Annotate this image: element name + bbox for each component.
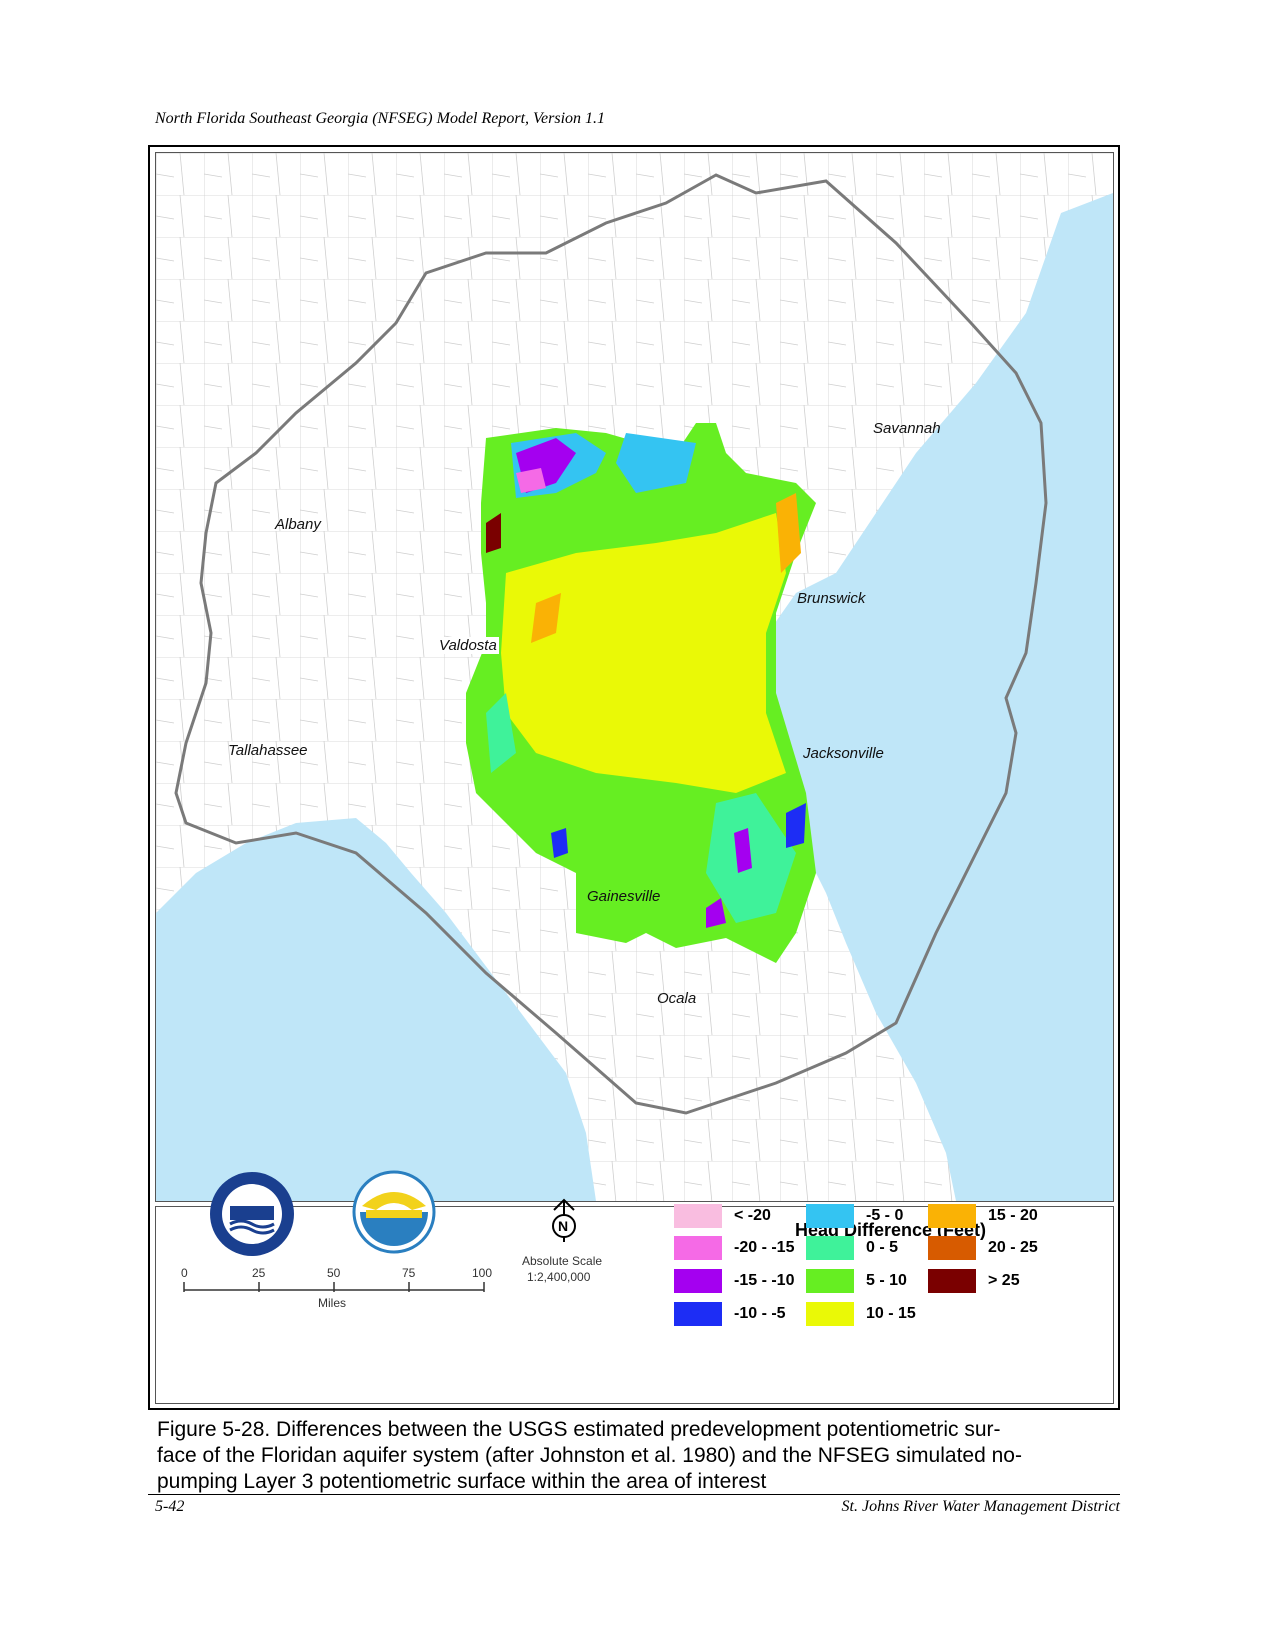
legend-label: -10 - -5 [734, 1305, 786, 1322]
legend-item: > 25 [928, 1269, 1020, 1293]
legend-label: > 25 [988, 1272, 1020, 1289]
caption-line: face of the Floridan aquifer system (aft… [157, 1444, 1022, 1467]
north-arrow-icon [552, 1198, 576, 1242]
gulf-of-mexico [156, 818, 596, 1201]
scale-tick-label: 25 [252, 1266, 266, 1280]
figure-frame [148, 145, 1120, 1410]
page-number: 5-42 [155, 1498, 185, 1515]
scale-ratio: 1:2,400,000 [527, 1270, 591, 1284]
legend-item: 0 - 5 [806, 1236, 898, 1260]
legend-swatch [806, 1204, 854, 1228]
footer-rule [148, 1494, 1120, 1495]
legend-swatch [674, 1302, 722, 1326]
city-label-valdosta: Valdosta [437, 637, 499, 654]
city-label-jacksonville: Jacksonville [803, 745, 884, 762]
scale-bar [183, 1282, 485, 1292]
city-label-albany: Albany [275, 516, 321, 533]
legend-item: -10 - -5 [674, 1302, 786, 1326]
footer-org: St. Johns River Water Management Distric… [841, 1498, 1120, 1515]
scale-tick-label: 0 [181, 1266, 188, 1280]
legend-label: 10 - 15 [866, 1305, 916, 1322]
scale-tick-label: 100 [472, 1266, 493, 1280]
legend-swatch [928, 1204, 976, 1228]
city-label-ocala: Ocala [657, 990, 697, 1007]
figure-caption: Figure 5-28. Differences between the USG… [157, 1417, 1107, 1495]
legend-swatch [806, 1236, 854, 1260]
city-label-gainesville: Gainesville [587, 888, 661, 905]
north-letter: N [558, 1218, 569, 1234]
legend-swatch [806, 1302, 854, 1326]
legend-item: 20 - 25 [928, 1236, 1038, 1260]
legend-swatch [928, 1236, 976, 1260]
legend-label: 5 - 10 [866, 1272, 907, 1289]
report-header: North Florida Southeast Georgia (NFSEG) … [155, 110, 606, 127]
legend-swatch [806, 1269, 854, 1293]
legend-label: 15 - 20 [988, 1207, 1038, 1224]
legend-item: 5 - 10 [806, 1269, 907, 1293]
legend-label: < -20 [734, 1207, 771, 1224]
legend-swatch [928, 1269, 976, 1293]
legend-swatch [674, 1204, 722, 1228]
legend-label: -5 - 0 [866, 1207, 904, 1224]
legend-panel [155, 1206, 1114, 1404]
legend-item: 15 - 20 [928, 1204, 1038, 1228]
legend-label: 0 - 5 [866, 1239, 899, 1256]
map-svg [156, 153, 1113, 1201]
head-difference-zone [466, 423, 816, 963]
legend-swatch [674, 1236, 722, 1260]
legend-item: 10 - 15 [806, 1302, 916, 1326]
legend-item: -5 - 0 [806, 1204, 903, 1228]
legend-label: 20 - 25 [988, 1239, 1038, 1256]
srwmd-logo [352, 1170, 436, 1254]
model-boundary [174, 173, 1048, 1115]
caption-line: Figure 5-28. Differences between the USG… [157, 1418, 1001, 1441]
scale-tick-label: 50 [327, 1266, 341, 1280]
legend-label: -20 - -15 [734, 1239, 795, 1256]
legend-item: < -20 [674, 1204, 771, 1228]
legend-swatch [674, 1269, 722, 1293]
absolute-scale-label: Absolute Scale [522, 1254, 603, 1268]
city-label-tallahassee: Tallahassee [228, 742, 308, 759]
atlantic-ocean [761, 193, 1113, 1201]
legend-item: -15 - -10 [674, 1269, 794, 1293]
city-label-brunswick: Brunswick [797, 590, 866, 607]
scale-tick-label: 75 [402, 1266, 416, 1280]
map-panel[interactable] [155, 152, 1114, 1202]
legend-label: -15 - -10 [734, 1272, 795, 1289]
sjrwmd-logo [210, 1172, 294, 1256]
caption-line: pumping Layer 3 potentiometric surface w… [157, 1470, 767, 1493]
scale-unit: Miles [318, 1296, 347, 1310]
legend-item: -20 - -15 [674, 1236, 794, 1260]
city-label-savannah: Savannah [873, 420, 941, 437]
